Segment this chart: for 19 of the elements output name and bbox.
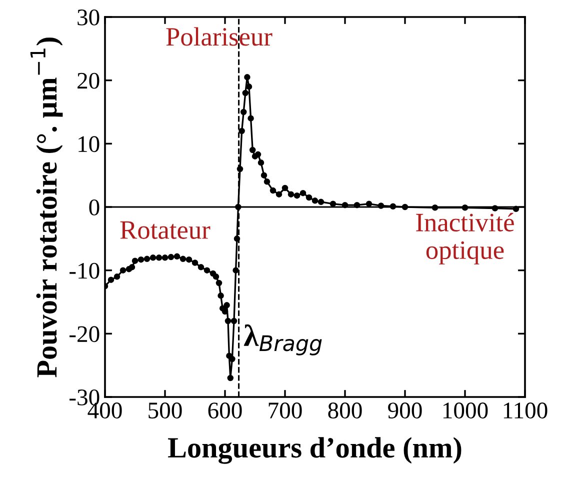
y-tick-label: 0 (89, 199, 100, 216)
y-tick-label: -10 (70, 262, 100, 279)
x-axis-title: Longueurs d’onde (nm) (168, 437, 462, 464)
annotation: Polariseur (166, 27, 272, 46)
x-tick-label: 800 (328, 402, 362, 418)
y-tick-label: -20 (70, 326, 100, 342)
x-tick-label: 600 (208, 402, 242, 418)
x-tick-label: 900 (388, 402, 422, 418)
x-tick-label: 1100 (504, 402, 548, 418)
annotation: Rotateur (120, 221, 210, 239)
x-tick-label: 500 (148, 402, 182, 418)
ref-line-label: λ$_{Bragg}$ (244, 324, 322, 356)
y-axis-title: Pouvoir rotatoire (°. µm$^{−1}$) (30, 38, 63, 378)
y-tick-label: 30 (78, 9, 100, 26)
x-tick-label: 700 (268, 402, 302, 418)
y-tick-label: 10 (78, 136, 100, 152)
annotation: Inactivité optique (416, 212, 514, 264)
y-tick-label: 20 (78, 72, 100, 89)
x-tick-label: 1000 (443, 402, 488, 418)
